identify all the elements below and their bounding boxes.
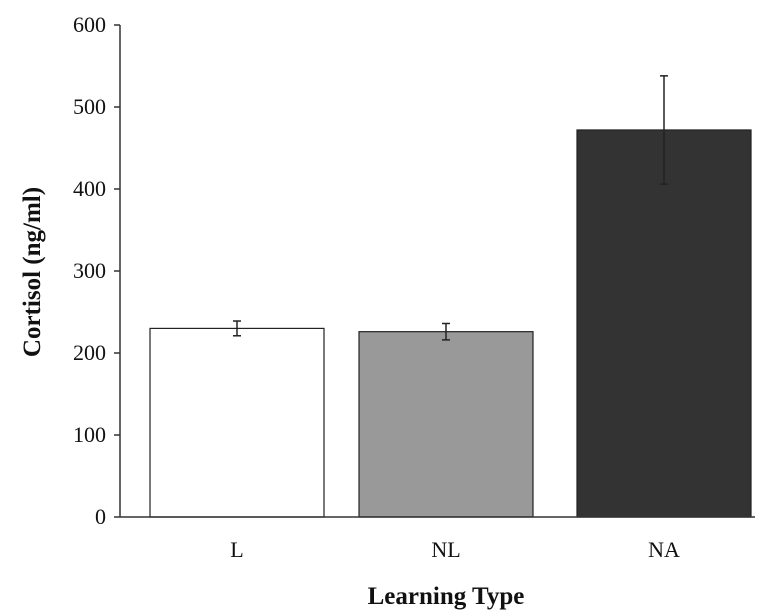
bar-na (576, 129, 752, 518)
y-axis-ticks: 0 100 200 300 400 500 600 (73, 12, 120, 529)
x-axis-title: Learning Type (368, 583, 525, 610)
bar-nl (358, 331, 534, 518)
y-tick-label: 500 (73, 94, 106, 119)
y-axis-title: Cortisol (ng/ml) (19, 187, 46, 357)
error-bar-l (233, 320, 241, 337)
y-tick-label: 100 (73, 422, 106, 447)
x-axis-labels: L NL NA (230, 537, 680, 562)
x-category-label: L (230, 537, 243, 562)
bars (149, 129, 752, 518)
error-bar-nl (442, 322, 450, 341)
error-bars (233, 75, 668, 341)
y-tick-label: 200 (73, 340, 106, 365)
y-tick-label: 0 (95, 504, 106, 529)
y-tick-label: 400 (73, 176, 106, 201)
y-tick-label: 600 (73, 12, 106, 37)
bar-l (149, 327, 325, 518)
y-tick-label: 300 (73, 258, 106, 283)
x-category-label: NL (431, 537, 460, 562)
error-bar-na (660, 75, 668, 185)
x-category-label: NA (648, 537, 680, 562)
